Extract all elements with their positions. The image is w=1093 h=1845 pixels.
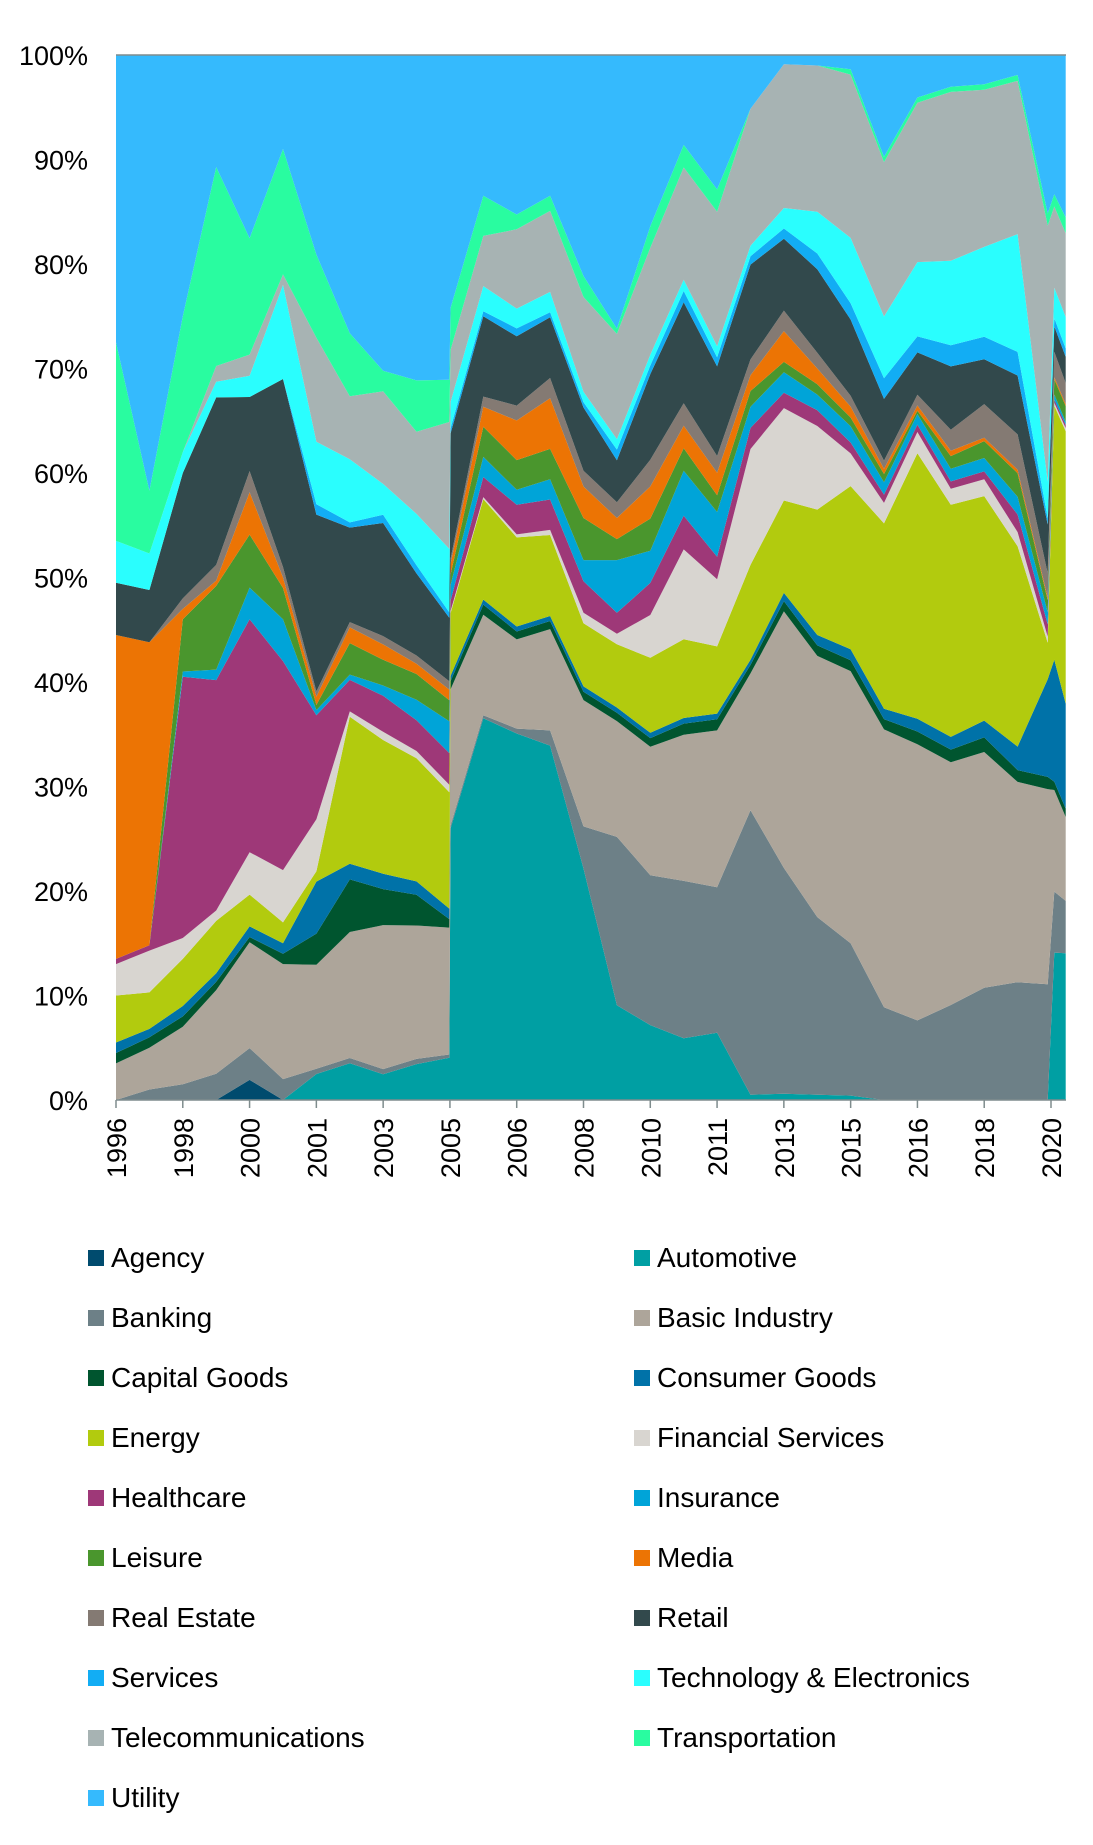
legend-item: Telecommunications: [88, 1718, 365, 1758]
x-tick-label: 2013: [770, 1118, 800, 1178]
legend-swatch: [88, 1550, 104, 1566]
legend-swatch: [88, 1670, 104, 1686]
legend-label: Healthcare: [111, 1482, 247, 1513]
legend-item: Retail: [634, 1598, 729, 1638]
y-tick-label: 100%: [19, 41, 88, 71]
y-tick-label: 60%: [34, 459, 88, 489]
x-axis-ticks: 1996 1998 2000 2001 2003 2005 2006 2008 2010 2011…: [102, 1100, 1067, 1178]
legend-swatch: [634, 1310, 650, 1326]
x-tick-label: 2006: [503, 1118, 533, 1178]
area-retail: [116, 238, 1066, 692]
x-tick-label: 1996: [102, 1118, 132, 1178]
legend-label: Transportation: [657, 1722, 837, 1753]
legend-item: Insurance: [634, 1478, 780, 1518]
y-tick-label: 0%: [49, 1086, 88, 1116]
legend-label: Consumer Goods: [657, 1362, 877, 1393]
x-tick-label: 2020: [1037, 1118, 1067, 1178]
x-tick-label: 2000: [236, 1118, 266, 1178]
legend-swatch: [88, 1310, 104, 1326]
area-healthcare: [116, 392, 1066, 965]
stacked-area-chart: 0%10%20%30%40%50%60%70%80%90%100% 1996 19…: [19, 41, 1067, 1178]
x-tick-label: 2003: [369, 1118, 399, 1178]
legend-label: Technology & Electronics: [657, 1662, 970, 1693]
legend-item: Automotive: [634, 1238, 797, 1278]
legend-item: Technology & Electronics: [634, 1658, 970, 1698]
legend-label: Retail: [657, 1602, 729, 1633]
y-tick-label: 70%: [34, 355, 88, 385]
axes: [116, 54, 1066, 1101]
legend-label: Utility: [111, 1782, 180, 1813]
y-axis-ticks: 0% 10% 20% 30% 40% 50% 60% 70% 80% 90% 100%: [19, 41, 88, 1116]
legend-label: Capital Goods: [111, 1362, 289, 1393]
x-tick-label: 2010: [636, 1118, 666, 1178]
x-tick-label: 2001: [302, 1118, 332, 1178]
legend-swatch: [634, 1730, 650, 1746]
legend-label: Services: [111, 1662, 219, 1693]
area-technology-electronics: [116, 208, 1066, 613]
y-tick-label: 30%: [34, 773, 88, 803]
legend-swatch: [88, 1430, 104, 1446]
legend-swatch: [634, 1490, 650, 1506]
x-tick-label: 2011: [703, 1118, 733, 1176]
x-tick-label: 2005: [436, 1118, 466, 1178]
x-tick-label: 2008: [570, 1118, 600, 1178]
legend-label: Leisure: [111, 1542, 203, 1573]
legend-swatch: [634, 1370, 650, 1386]
legend-label: Real Estate: [111, 1602, 256, 1633]
area-basic-industry: [116, 611, 1066, 1100]
y-tick-label: 90%: [34, 146, 88, 176]
legend-swatch: [634, 1430, 650, 1446]
legend-label: Automotive: [657, 1242, 798, 1273]
legend-label: Basic Industry: [657, 1302, 833, 1333]
x-tick-label: 2015: [837, 1118, 867, 1178]
area-energy: [116, 405, 1066, 1043]
area-utility: [116, 55, 1066, 491]
y-tick-label: 10%: [34, 982, 88, 1012]
legend-item: Capital Goods: [88, 1358, 288, 1398]
legend-item: Agency: [88, 1238, 204, 1278]
legend-label: Insurance: [657, 1482, 780, 1513]
legend-swatch: [88, 1730, 104, 1746]
area-automotive: [116, 718, 1066, 1100]
legend-item: Services: [88, 1658, 218, 1698]
legend-item: Healthcare: [88, 1478, 246, 1518]
legend-item: Utility: [88, 1778, 179, 1818]
x-tick-label: 1998: [169, 1118, 199, 1178]
area-layers: [116, 55, 1066, 1100]
legend-item: Basic Industry: [634, 1298, 833, 1338]
y-tick-label: 80%: [34, 250, 88, 280]
legend-label: Financial Services: [657, 1422, 885, 1453]
legend-swatch: [88, 1790, 104, 1806]
legend-swatch: [634, 1670, 650, 1686]
legend-swatch: [88, 1250, 104, 1266]
legend-item: Leisure: [88, 1538, 203, 1578]
legend-item: Energy: [88, 1418, 200, 1458]
x-tick-label: 2018: [970, 1118, 1000, 1178]
legend-label: Telecommunications: [111, 1722, 365, 1753]
legend-item: Media: [634, 1538, 733, 1578]
legend-swatch: [634, 1250, 650, 1266]
legend-item: Financial Services: [634, 1418, 884, 1458]
legend-item: Consumer Goods: [634, 1358, 876, 1398]
legend-swatch: [88, 1490, 104, 1506]
y-tick-label: 40%: [34, 668, 88, 698]
legend-swatch: [88, 1610, 104, 1626]
legend-item: Transportation: [634, 1718, 837, 1758]
area-telecommunications: [116, 64, 1066, 554]
y-tick-label: 20%: [34, 877, 88, 907]
area-banking: [116, 715, 1066, 1100]
legend-item: Real Estate: [88, 1598, 256, 1638]
legend-swatch: [634, 1610, 650, 1626]
legend-item: Banking: [88, 1298, 212, 1338]
legend-label: Banking: [111, 1302, 213, 1333]
legend-swatch: [88, 1370, 104, 1386]
area-transportation: [116, 64, 1066, 554]
legend-swatch: [634, 1550, 650, 1566]
x-tick-label: 2016: [903, 1118, 933, 1178]
legend-label: Media: [657, 1542, 734, 1573]
legend-label: Energy: [111, 1422, 200, 1453]
legend-label: Agency: [111, 1242, 205, 1273]
y-tick-label: 50%: [34, 564, 88, 594]
